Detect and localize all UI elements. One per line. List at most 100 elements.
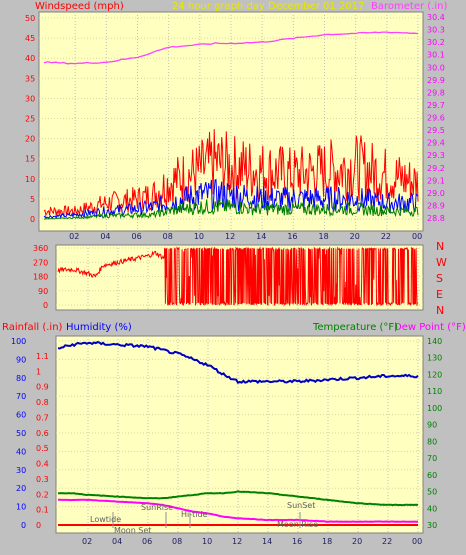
temperature-axis-title: Temperature (°F) xyxy=(312,322,398,333)
barometer-tick-label: 28.8 xyxy=(427,214,445,223)
direction-tick-label: 0 xyxy=(43,301,48,310)
rainfall-tick-label: 1.1 xyxy=(36,352,49,361)
compass-s: S xyxy=(436,272,443,285)
barometer-tick-label: 29.8 xyxy=(427,88,445,97)
barometer-series xyxy=(43,31,419,65)
x-tick-label-top: 20 xyxy=(350,232,360,241)
direction-tick-label: 90 xyxy=(38,287,48,296)
x-tick-label-top: 00 xyxy=(412,232,422,241)
x-tick-label-bottom: 08 xyxy=(172,537,182,546)
x-tick-label-bottom: 00 xyxy=(412,537,422,546)
windspeed-axis-title: Windspeed (mph) xyxy=(35,1,124,12)
x-tick-label-top: 02 xyxy=(69,232,79,241)
x-tick-label-bottom: 18 xyxy=(322,537,332,546)
x-tick-label-bottom: 12 xyxy=(232,537,242,546)
event-sunrise: SunRise xyxy=(141,503,173,512)
temperature-tick-label: 120 xyxy=(427,370,442,379)
x-tick-label-bottom: 14 xyxy=(262,537,272,546)
windspeed-tick-label: 35 xyxy=(25,74,35,83)
dewpoint-series xyxy=(58,498,419,523)
x-tick-label-bottom: 22 xyxy=(382,537,392,546)
barometer-tick-label: 29.1 xyxy=(427,176,445,185)
humidity-tick-label: 60 xyxy=(16,411,26,420)
windspeed-tick-label: 20 xyxy=(25,135,35,144)
compass-e: E xyxy=(436,288,443,301)
temperature-tick-label: 90 xyxy=(427,421,437,430)
barometer-tick-label: 30.1 xyxy=(427,51,445,60)
barometer-tick-label: 30.0 xyxy=(427,63,445,72)
event-lowtide: Lowtide xyxy=(90,515,121,524)
windspeed-tick-label: 5 xyxy=(30,195,35,204)
barometer-tick-label: 29.4 xyxy=(427,139,445,148)
compass-n-top: N xyxy=(436,240,444,253)
direction-tick-label: 360 xyxy=(33,244,48,253)
humidity-axis-title: Humidity (%) xyxy=(66,322,132,333)
windspeed-tick-label: 50 xyxy=(25,14,35,23)
x-tick-label-bottom: 10 xyxy=(202,537,212,546)
temperature-tick-label: 70 xyxy=(427,454,437,463)
barometer-tick-label: 29.9 xyxy=(427,76,445,85)
direction-tick-label: 270 xyxy=(33,258,48,267)
temperature-tick-label: 40 xyxy=(427,504,437,513)
barometer-tick-label: 30.3 xyxy=(427,26,445,35)
event-moonrise: Moon Rise xyxy=(277,520,318,529)
barometer-axis-title: Barometer (.in) xyxy=(371,1,447,12)
rainfall-tick-label: 0.8 xyxy=(36,398,49,407)
event-hitide: Hi-tide xyxy=(181,510,208,519)
temperature-tick-label: 50 xyxy=(427,488,437,497)
windspeed-tick-label: 25 xyxy=(25,115,35,124)
x-tick-label-top: 22 xyxy=(381,232,391,241)
x-tick-label-top: 08 xyxy=(163,232,173,241)
temperature-tick-label: 110 xyxy=(427,387,442,396)
wind-gust-series xyxy=(43,129,419,218)
rainfall-tick-label: 0.1 xyxy=(36,506,49,515)
rainfall-tick-label: 0.2 xyxy=(36,490,49,499)
chart-title: 24 hour graph day xyxy=(172,1,265,12)
rainfall-tick-label: 0.7 xyxy=(36,413,49,422)
windspeed-tick-label: 10 xyxy=(25,175,35,184)
windspeed-tick-label: 30 xyxy=(25,94,35,103)
humidity-tick-label: 100 xyxy=(11,337,26,346)
humidity-tick-label: 20 xyxy=(16,484,26,493)
compass-w: W xyxy=(436,256,447,269)
rainfall-tick-label: 0.5 xyxy=(36,444,49,453)
temperature-tick-label: 30 xyxy=(427,521,437,530)
barometer-tick-label: 29.6 xyxy=(427,114,445,123)
direction-tick-label: 180 xyxy=(33,273,48,282)
event-sunset: SunSet xyxy=(287,501,315,510)
temperature-tick-label: 140 xyxy=(427,337,442,346)
barometer-tick-label: 29.2 xyxy=(427,164,445,173)
humidity-tick-label: 80 xyxy=(16,374,26,383)
temp-panel xyxy=(55,335,424,534)
humidity-tick-label: 50 xyxy=(16,429,26,438)
x-tick-label-bottom: 04 xyxy=(112,537,122,546)
humidity-series xyxy=(57,341,419,385)
x-tick-label-top: 14 xyxy=(256,232,266,241)
rainfall-tick-label: 1 xyxy=(36,367,41,376)
humidity-tick-label: 90 xyxy=(16,355,26,364)
chart-date: December 01 2017 xyxy=(268,1,364,12)
x-tick-label-top: 04 xyxy=(100,232,110,241)
windspeed-tick-label: 15 xyxy=(25,155,35,164)
humidity-tick-label: 0 xyxy=(21,521,26,530)
humidity-tick-label: 10 xyxy=(16,503,26,512)
x-tick-label-bottom: 20 xyxy=(352,537,362,546)
x-tick-label-bottom: 06 xyxy=(142,537,152,546)
barometer-tick-label: 29.5 xyxy=(427,126,445,135)
temperature-tick-label: 60 xyxy=(427,471,437,480)
x-tick-label-bottom: 02 xyxy=(82,537,92,546)
humidity-tick-label: 30 xyxy=(16,466,26,475)
x-tick-label-top: 06 xyxy=(132,232,142,241)
dewpoint-axis-title: Dew Point (°F) xyxy=(394,322,466,333)
windspeed-tick-label: 45 xyxy=(25,34,35,43)
barometer-tick-label: 30.2 xyxy=(427,38,445,47)
barometer-tick-label: 30.4 xyxy=(427,13,445,22)
rainfall-tick-label: 0 xyxy=(36,521,41,530)
x-tick-label-top: 10 xyxy=(194,232,204,241)
x-tick-label-bottom: 16 xyxy=(292,537,302,546)
temperature-tick-label: 100 xyxy=(427,404,442,413)
humidity-tick-label: 40 xyxy=(16,447,26,456)
compass-n-bottom: N xyxy=(436,304,444,317)
x-tick-label-top: 18 xyxy=(319,232,329,241)
